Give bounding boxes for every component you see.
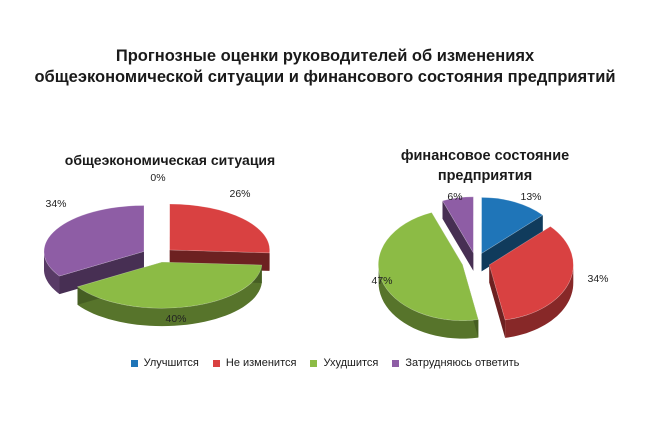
pie-label-worsen: 47% [371, 275, 392, 287]
legend-label-improve: Улучшится [143, 357, 199, 369]
legend-item-worsen: Ухудшится [310, 357, 378, 369]
legend-label-nochange: Не изменится [225, 357, 297, 369]
legend-item-unsure: Затрудняюсь ответить [392, 357, 519, 369]
pie-radial-wall [442, 200, 474, 271]
pie-label-nochange: 26% [229, 188, 250, 200]
pie-slice-improve [481, 197, 544, 254]
pie-side-wall [77, 265, 262, 327]
pie-chart-finance: 13% 34% 47% 6% [371, 191, 609, 339]
pie-radial-wall [59, 251, 144, 295]
main-title-line2: общеэкономической ситуации и финансового… [34, 68, 616, 86]
pie-title-finance-line1: финансовое состояние [400, 148, 570, 164]
pie-slice-nochange [169, 203, 270, 254]
main-title-line1: Прогнозные оценки руководителей об измен… [115, 47, 535, 65]
pie-title-economy: общеэкономическая ситуация [64, 152, 276, 168]
pie-radial-wall [481, 215, 543, 272]
pie-title-finance-line2: предприятия [437, 168, 533, 184]
pie-side-wall [505, 264, 574, 338]
pie-label-unsure: 6% [447, 191, 462, 203]
pie-radial-wall [489, 264, 506, 338]
pie-label-worsen: 40% [165, 313, 186, 325]
legend-swatch-nochange [212, 359, 220, 367]
legend-swatch-improve [130, 359, 138, 367]
pie-chart-economy: 0% 26% 40% 34% [43, 172, 270, 327]
legend-label-worsen: Ухудшится [323, 357, 379, 369]
legend-item-nochange: Не изменится [212, 357, 297, 369]
chart-legend: Улучшится Не изменится Ухудшится Затрудн… [0, 357, 650, 369]
legend-swatch-worsen [310, 359, 318, 367]
pie-slice-side-unsure [442, 196, 474, 271]
legend-label-unsure: Затрудняюсь ответить [405, 357, 520, 369]
pie-slice-worsen [378, 212, 479, 321]
pie-side-wall [378, 263, 479, 339]
pie-label-improve: 0% [150, 172, 165, 184]
pie-slice-unsure [43, 205, 145, 277]
pie-label-unsure: 34% [45, 198, 66, 210]
pie-slice-unsure [442, 196, 474, 254]
legend-item-improve: Улучшится [130, 357, 199, 369]
pie-title-finance: финансовое состояние предприятия [375, 146, 595, 186]
pie-slice-nochange [488, 226, 574, 321]
legend-swatch-unsure [392, 359, 400, 367]
pie-label-improve: 13% [520, 191, 541, 203]
pie-label-nochange: 34% [587, 273, 608, 285]
pie-slice-side-unsure [44, 205, 144, 295]
pie-side-wall [44, 252, 60, 295]
pie-slice-worsen [76, 261, 263, 309]
chart-main-title: Прогнозные оценки руководителей об измен… [0, 46, 650, 88]
